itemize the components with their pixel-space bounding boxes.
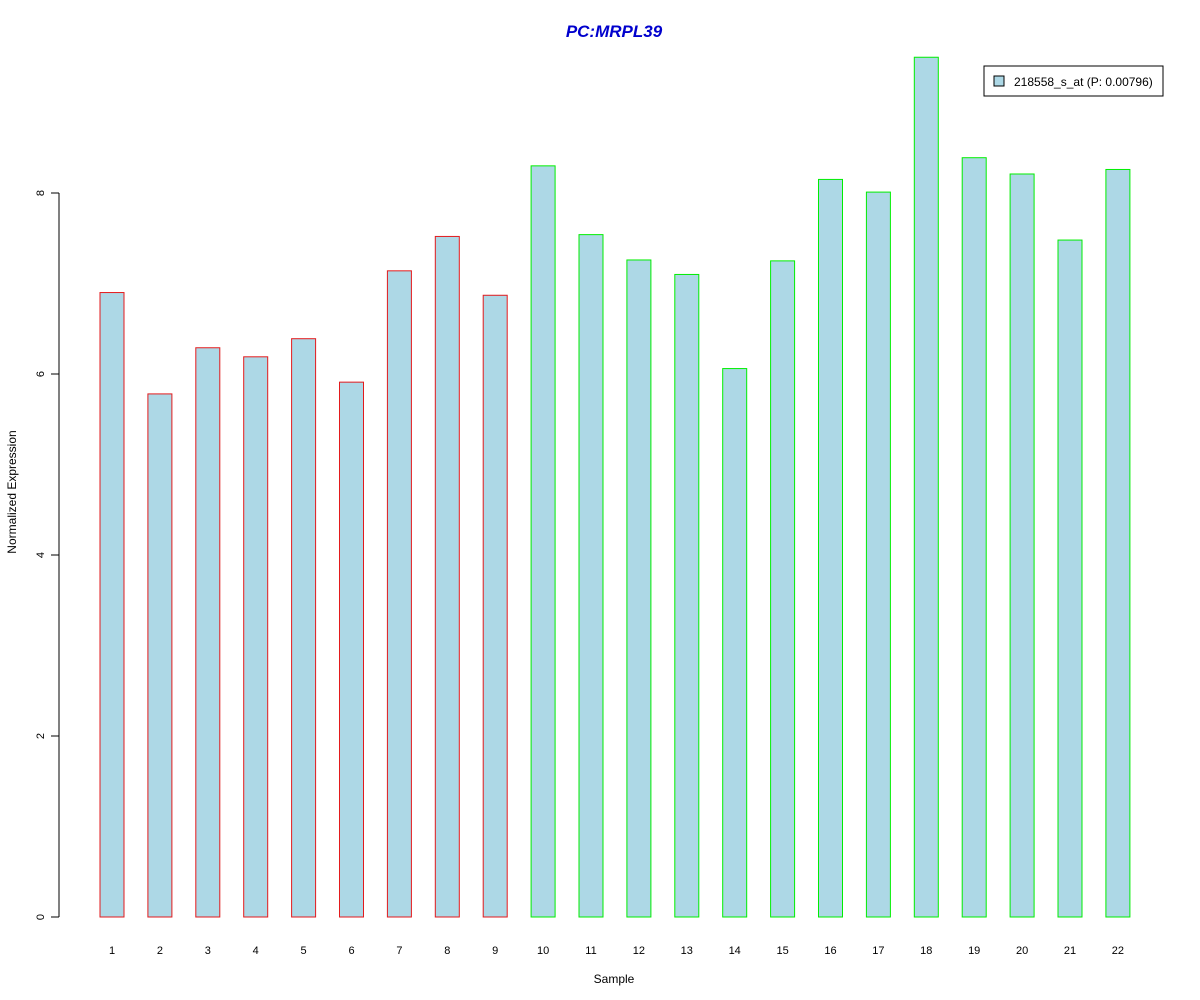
bar-sample-8	[434, 235, 460, 918]
bar-sample-2	[147, 393, 173, 918]
x-tick-label: 5	[301, 945, 307, 957]
x-tick-label: 2	[157, 945, 163, 957]
x-tick-label: 13	[681, 945, 693, 957]
bar-sample-4	[243, 356, 269, 918]
x-tick-label: 3	[205, 945, 211, 957]
bar-sample-9	[482, 294, 508, 918]
x-tick-label: 10	[537, 945, 549, 957]
x-tick-label: 7	[396, 945, 402, 957]
bar-sample-16	[818, 178, 843, 918]
y-tick-label: 4	[35, 552, 47, 558]
bar-sample-12	[626, 259, 652, 918]
y-axis: 0 2 4 6 8	[35, 190, 60, 920]
bar-sample-17	[865, 191, 891, 918]
y-tick-label: 8	[35, 190, 47, 196]
x-tick-label: 12	[633, 945, 645, 957]
legend-label: 218558_s_at (P: 0.00796)	[1014, 75, 1153, 89]
bar-sample-10	[530, 165, 556, 918]
x-tick-label: 18	[920, 945, 932, 957]
bar-sample-6	[339, 381, 364, 918]
legend-box	[983, 65, 1164, 97]
x-tick-label: 17	[872, 945, 884, 957]
legend-swatch	[993, 75, 1005, 87]
x-tick-label: 22	[1112, 945, 1124, 957]
x-tick-label: 19	[968, 945, 980, 957]
chart-title: PC:MRPL39	[566, 22, 663, 41]
bar-sample-14	[722, 368, 748, 918]
x-tick-label: 1	[109, 945, 115, 957]
y-tick-label: 0	[35, 914, 47, 920]
x-tick-label: 9	[492, 945, 498, 957]
x-tick-label: 21	[1064, 945, 1076, 957]
x-tick-label: 20	[1016, 945, 1028, 957]
x-tick-labels: 1 2 3 4 5 6 7 8 9 10 11 12 13 14 15 16 17 18 19 20 21 22	[109, 945, 1124, 957]
bar-sample-19	[961, 157, 987, 918]
bar-sample-7	[386, 270, 412, 918]
bar-sample-21	[1057, 239, 1083, 918]
x-tick-label: 16	[824, 945, 836, 957]
bar-sample-13	[674, 273, 700, 918]
bar-sample-20	[1009, 173, 1035, 918]
x-tick-label: 15	[776, 945, 788, 957]
x-tick-label: 6	[348, 945, 354, 957]
bars	[99, 56, 1131, 918]
legend: 218558_s_at (P: 0.00796)	[983, 65, 1164, 97]
bar-sample-11	[578, 234, 604, 918]
y-tick-label: 6	[35, 371, 47, 377]
bar-sample-1	[99, 292, 125, 918]
y-axis-label: Normalized Expression	[5, 430, 19, 553]
x-tick-label: 14	[729, 945, 741, 957]
bar-sample-22	[1105, 168, 1131, 918]
bar-sample-3	[195, 347, 221, 918]
x-tick-label: 8	[444, 945, 450, 957]
y-tick-label: 2	[35, 733, 47, 739]
x-tick-label: 4	[253, 945, 259, 957]
bar-sample-18	[913, 56, 939, 918]
bar-sample-15	[770, 260, 796, 918]
bar-sample-5	[291, 338, 317, 918]
x-tick-label: 11	[585, 945, 596, 957]
x-axis-label: Sample	[594, 972, 635, 986]
